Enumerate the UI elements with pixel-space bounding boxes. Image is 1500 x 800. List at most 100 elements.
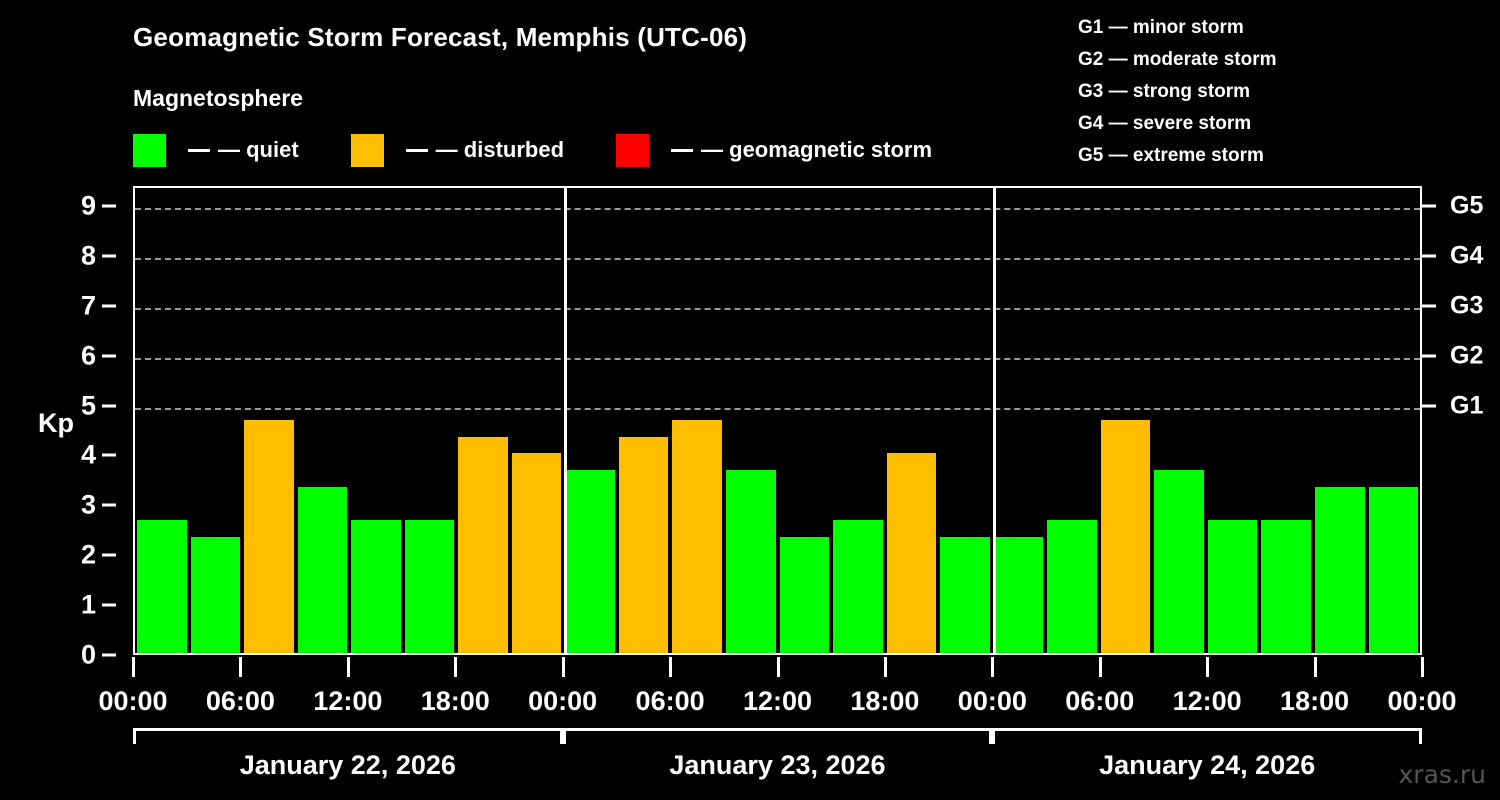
bar[interactable] <box>886 453 937 653</box>
bar[interactable] <box>1047 519 1097 653</box>
bar-slot <box>563 188 617 653</box>
gridline-kp-7 <box>135 307 1420 310</box>
g-tick-label-g4: G4 <box>1450 241 1484 270</box>
bar[interactable] <box>833 519 883 653</box>
bar[interactable] <box>1315 486 1365 653</box>
bar-slot <box>189 188 243 653</box>
x-axis-labels: 00:00 06:00 12:00 18:00 00:00 06:00 12:00 18:00… <box>0 686 1500 720</box>
x-tick-label: 12:00 <box>1172 686 1242 716</box>
x-tick-mark <box>1313 657 1317 677</box>
y-tick-mark <box>102 204 116 208</box>
x-tick-mark <box>776 657 780 677</box>
g-tick-label-g2: G2 <box>1450 341 1484 370</box>
bar[interactable] <box>1207 519 1258 653</box>
y-tick-mark <box>102 304 116 308</box>
y-tick-mark <box>102 404 116 408</box>
g-tick-mark <box>1422 404 1436 408</box>
bar-slot <box>1367 188 1421 653</box>
y-tick-label-3: 3 <box>80 489 96 520</box>
bar-slot <box>296 188 350 653</box>
legend: — quiet — disturbed — geomagnetic storm <box>133 132 932 168</box>
bar[interactable] <box>940 536 990 653</box>
bar[interactable] <box>297 486 348 653</box>
bar[interactable] <box>993 536 1044 653</box>
x-tick-mark <box>239 657 243 677</box>
y-tick-mark <box>102 354 116 358</box>
bar-slot <box>992 188 1046 653</box>
legend-item-quiet: — quiet <box>133 133 299 167</box>
x-tick-label: 12:00 <box>313 686 383 716</box>
x-tick-mark <box>991 657 995 677</box>
date-label: January 23, 2026 <box>669 750 886 780</box>
bar[interactable] <box>672 420 723 653</box>
bar[interactable] <box>351 519 401 653</box>
date-label: January 24, 2026 <box>1099 750 1316 780</box>
g-scale-row-g1: G1 — minor storm <box>1078 17 1244 38</box>
bar[interactable] <box>244 420 294 653</box>
bar-slot <box>724 188 778 653</box>
y-tick-mark <box>102 453 116 457</box>
bar-slot <box>349 188 403 653</box>
y-tick-label-5: 5 <box>80 390 96 421</box>
legend-label-quiet: — quiet <box>218 137 299 162</box>
bar[interactable] <box>1100 420 1151 653</box>
bar[interactable] <box>1368 486 1419 653</box>
date-bracket <box>992 728 1422 744</box>
y-tick-label-0: 0 <box>80 639 96 670</box>
g-tick-mark <box>1422 304 1436 308</box>
y-tick-label-7: 7 <box>80 290 96 321</box>
bar-slot <box>1152 188 1206 653</box>
date-brackets: January 22, 2026 January 23, 2026 January … <box>0 728 1500 798</box>
x-tick-mark <box>883 657 887 677</box>
x-tick-mark <box>669 657 673 677</box>
x-tick-label: 06:00 <box>1065 686 1135 716</box>
g-tick-label-g1: G1 <box>1450 391 1484 420</box>
x-tick-label: 06:00 <box>635 686 705 716</box>
g-tick-mark <box>1422 204 1436 208</box>
gridline-kp-8 <box>135 257 1420 260</box>
y-tick-mark <box>102 503 116 507</box>
y-axis: 0 1 2 3 4 5 6 7 8 9 <box>0 186 128 670</box>
bar[interactable] <box>565 469 615 653</box>
gridline-kp-6 <box>135 357 1420 360</box>
bar[interactable] <box>726 469 776 653</box>
bar[interactable] <box>404 519 455 653</box>
bar[interactable] <box>137 519 187 653</box>
date-label: January 22, 2026 <box>239 750 456 780</box>
y-tick-mark <box>102 653 116 657</box>
bar[interactable] <box>618 436 669 653</box>
bar[interactable] <box>1261 519 1312 653</box>
x-tick-mark <box>1206 657 1210 677</box>
date-bracket <box>133 728 563 744</box>
g-scale-row-g4: G4 — severe storm <box>1078 113 1252 134</box>
bar[interactable] <box>458 436 508 653</box>
y-tick-label-9: 9 <box>80 190 96 221</box>
bar-slot <box>403 188 457 653</box>
g-tick-mark <box>1422 354 1436 358</box>
legend-dash-quiet <box>188 148 210 152</box>
x-tick-mark <box>346 657 350 677</box>
bar[interactable] <box>779 536 830 653</box>
y-tick-mark <box>102 603 116 607</box>
g-axis: G1 G2 G3 G4 G5 <box>1422 186 1500 655</box>
y-tick-label-8: 8 <box>80 240 96 271</box>
bar[interactable] <box>511 453 562 653</box>
bar-slot <box>885 188 939 653</box>
bar-slot <box>670 188 724 653</box>
bar-slot <box>617 188 671 653</box>
bar-slot <box>1099 188 1153 653</box>
page-title: Geomagnetic Storm Forecast, Memphis (UTC… <box>133 22 748 52</box>
x-tick-label: 06:00 <box>205 686 275 716</box>
g-scale-row-g3: G3 — strong storm <box>1078 81 1251 102</box>
y-tick-label-1: 1 <box>80 589 96 620</box>
g-tick-mark <box>1422 254 1436 258</box>
bar[interactable] <box>190 536 241 653</box>
x-tick-label: 00:00 <box>98 686 168 716</box>
bar-slot <box>1259 188 1313 653</box>
gridline-kp-5 <box>135 407 1420 410</box>
day-separator <box>993 188 997 653</box>
bar[interactable] <box>1154 469 1204 653</box>
y-tick-label-4: 4 <box>80 439 96 470</box>
legend-item-disturbed: — disturbed <box>350 133 564 167</box>
legend-swatch-quiet <box>133 133 166 167</box>
